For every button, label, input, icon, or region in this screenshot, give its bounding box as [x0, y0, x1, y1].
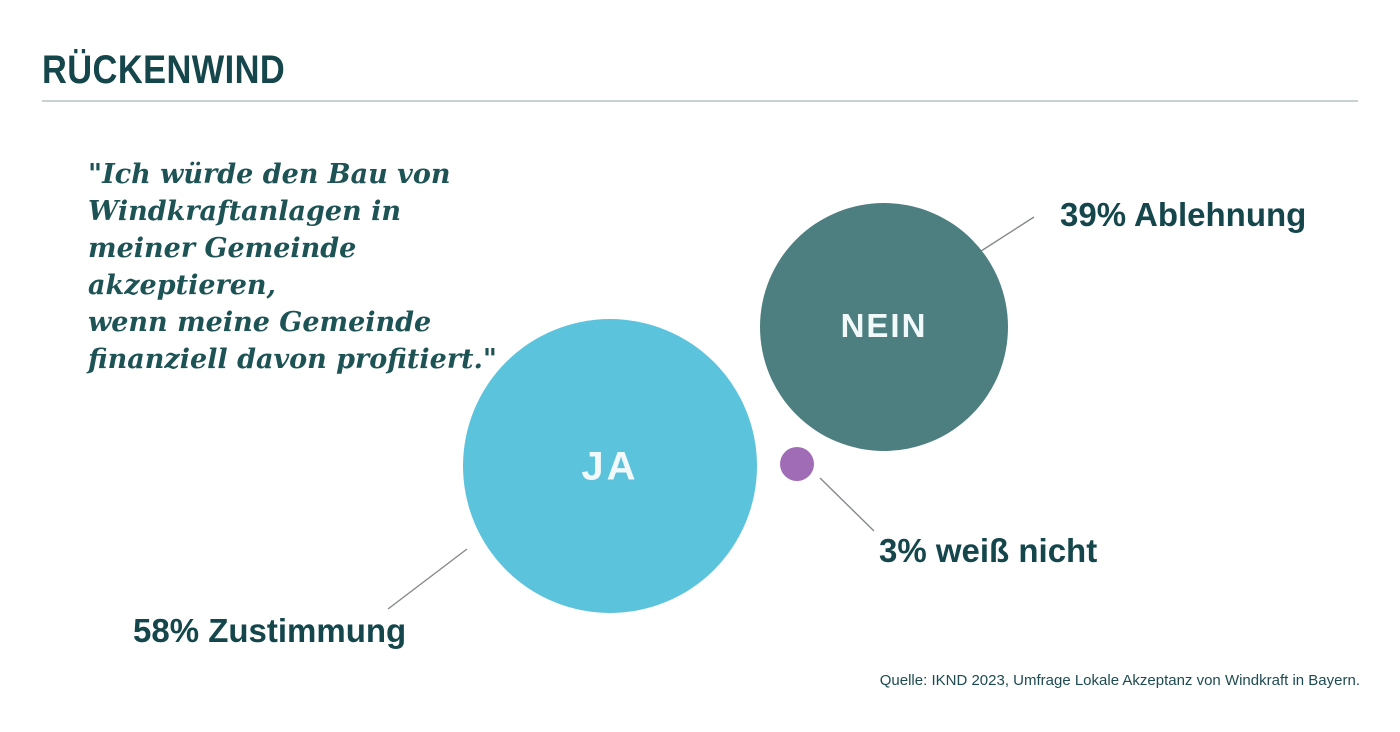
- leader-line-weiss-nicht: [819, 477, 875, 532]
- annotation-weiss-nicht: 3% weiß nicht: [879, 532, 1098, 569]
- quote-line: meiner Gemeinde akzeptieren,: [88, 233, 357, 301]
- bubble-ja: [463, 319, 757, 613]
- quote-line: finanziell davon profitiert.": [88, 344, 497, 375]
- bubble-ja-label: JA: [581, 444, 639, 489]
- quote-line: wenn meine Gemeinde: [88, 307, 432, 338]
- leader-line-zustimmung: [387, 548, 468, 610]
- survey-question-quote: "Ich würde den Bau von Windkraftanlagen …: [88, 156, 528, 378]
- bubble-nein: [760, 203, 1008, 451]
- leader-line-ablehnung: [977, 216, 1035, 254]
- quote-line: "Ich würde den Bau von: [88, 159, 451, 190]
- annotation-ablehnung: 39% Ablehnung: [1060, 196, 1307, 233]
- bubble-nein-label: NEIN: [840, 307, 928, 344]
- source-attribution: Quelle: IKND 2023, Umfrage Lokale Akzept…: [879, 672, 1360, 689]
- title-divider: [42, 100, 1358, 102]
- bubble-weiss-nicht: [780, 447, 814, 481]
- page-title: RÜCKENWIND: [42, 48, 286, 92]
- annotation-zustimmung: 58% Zustimmung: [133, 612, 407, 649]
- quote-line: Windkraftanlagen in: [88, 196, 401, 227]
